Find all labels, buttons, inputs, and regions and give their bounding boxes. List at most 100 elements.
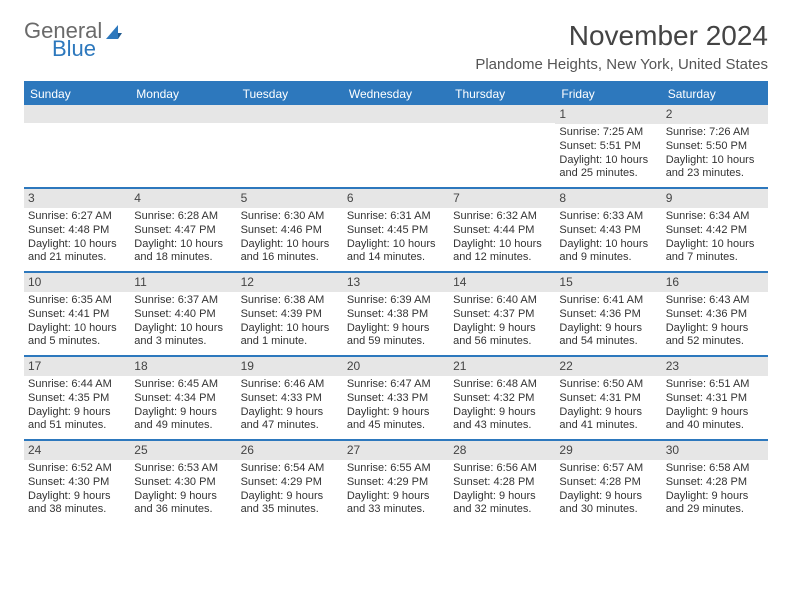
daylight-text: Daylight: 10 hours and 21 minutes.: [28, 238, 126, 266]
sunrise-text: Sunrise: 6:32 AM: [453, 210, 551, 224]
sunrise-text: Sunrise: 6:40 AM: [453, 294, 551, 308]
page-title: November 2024: [475, 20, 768, 52]
date-number: [130, 105, 236, 123]
day-cell-body: Sunrise: 7:25 AMSunset: 5:51 PMDaylight:…: [555, 124, 661, 187]
day-cell-body: Sunrise: 6:37 AMSunset: 4:40 PMDaylight:…: [130, 292, 236, 355]
day-cell: 13Sunrise: 6:39 AMSunset: 4:38 PMDayligh…: [343, 273, 449, 355]
daylight-text: Daylight: 9 hours and 40 minutes.: [666, 406, 764, 434]
day-cell-body: Sunrise: 6:55 AMSunset: 4:29 PMDaylight:…: [343, 460, 449, 523]
day-cell-body: [237, 123, 343, 181]
date-number: 23: [662, 357, 768, 376]
sunrise-text: Sunrise: 6:54 AM: [241, 462, 339, 476]
day-cell-body: Sunrise: 6:58 AMSunset: 4:28 PMDaylight:…: [662, 460, 768, 523]
daylight-text: Daylight: 9 hours and 47 minutes.: [241, 406, 339, 434]
sunrise-text: Sunrise: 6:47 AM: [347, 378, 445, 392]
date-number: 5: [237, 189, 343, 208]
day-header: Sunday: [24, 83, 130, 105]
day-cell-body: Sunrise: 6:39 AMSunset: 4:38 PMDaylight:…: [343, 292, 449, 355]
day-cell-body: Sunrise: 6:34 AMSunset: 4:42 PMDaylight:…: [662, 208, 768, 271]
sunrise-text: Sunrise: 6:34 AM: [666, 210, 764, 224]
daylight-text: Daylight: 9 hours and 45 minutes.: [347, 406, 445, 434]
sunset-text: Sunset: 4:46 PM: [241, 224, 339, 238]
date-number: 11: [130, 273, 236, 292]
date-number: 29: [555, 441, 661, 460]
day-cell-body: Sunrise: 7:26 AMSunset: 5:50 PMDaylight:…: [662, 124, 768, 187]
daylight-text: Daylight: 9 hours and 56 minutes.: [453, 322, 551, 350]
date-number: 20: [343, 357, 449, 376]
sunrise-text: Sunrise: 6:27 AM: [28, 210, 126, 224]
day-cell: 18Sunrise: 6:45 AMSunset: 4:34 PMDayligh…: [130, 357, 236, 439]
sunrise-text: Sunrise: 6:39 AM: [347, 294, 445, 308]
date-number: 2: [662, 105, 768, 124]
day-cell-body: Sunrise: 6:46 AMSunset: 4:33 PMDaylight:…: [237, 376, 343, 439]
sunrise-text: Sunrise: 6:41 AM: [559, 294, 657, 308]
date-number: 28: [449, 441, 555, 460]
day-cell: 23Sunrise: 6:51 AMSunset: 4:31 PMDayligh…: [662, 357, 768, 439]
day-cell: 22Sunrise: 6:50 AMSunset: 4:31 PMDayligh…: [555, 357, 661, 439]
date-number: 6: [343, 189, 449, 208]
day-cell: 8Sunrise: 6:33 AMSunset: 4:43 PMDaylight…: [555, 189, 661, 271]
sunrise-text: Sunrise: 6:33 AM: [559, 210, 657, 224]
daylight-text: Daylight: 9 hours and 52 minutes.: [666, 322, 764, 350]
sunset-text: Sunset: 4:31 PM: [559, 392, 657, 406]
day-cell: 12Sunrise: 6:38 AMSunset: 4:39 PMDayligh…: [237, 273, 343, 355]
day-cell: 24Sunrise: 6:52 AMSunset: 4:30 PMDayligh…: [24, 441, 130, 523]
day-cell-body: Sunrise: 6:44 AMSunset: 4:35 PMDaylight:…: [24, 376, 130, 439]
day-cell: 14Sunrise: 6:40 AMSunset: 4:37 PMDayligh…: [449, 273, 555, 355]
daylight-text: Daylight: 10 hours and 3 minutes.: [134, 322, 232, 350]
day-cell-body: Sunrise: 6:56 AMSunset: 4:28 PMDaylight:…: [449, 460, 555, 523]
daylight-text: Daylight: 9 hours and 29 minutes.: [666, 490, 764, 518]
sunset-text: Sunset: 4:47 PM: [134, 224, 232, 238]
day-cell: 3Sunrise: 6:27 AMSunset: 4:48 PMDaylight…: [24, 189, 130, 271]
sunrise-text: Sunrise: 7:25 AM: [559, 126, 657, 140]
sunrise-text: Sunrise: 7:26 AM: [666, 126, 764, 140]
day-cell-body: [343, 123, 449, 181]
daylight-text: Daylight: 10 hours and 23 minutes.: [666, 154, 764, 182]
daylight-text: Daylight: 10 hours and 1 minute.: [241, 322, 339, 350]
date-number: 15: [555, 273, 661, 292]
daylight-text: Daylight: 9 hours and 59 minutes.: [347, 322, 445, 350]
sunrise-text: Sunrise: 6:46 AM: [241, 378, 339, 392]
day-cell-body: [24, 123, 130, 181]
sunrise-text: Sunrise: 6:53 AM: [134, 462, 232, 476]
sunset-text: Sunset: 4:31 PM: [666, 392, 764, 406]
date-number: 17: [24, 357, 130, 376]
day-cell-body: Sunrise: 6:54 AMSunset: 4:29 PMDaylight:…: [237, 460, 343, 523]
sunset-text: Sunset: 4:32 PM: [453, 392, 551, 406]
day-cell: 15Sunrise: 6:41 AMSunset: 4:36 PMDayligh…: [555, 273, 661, 355]
daylight-text: Daylight: 9 hours and 41 minutes.: [559, 406, 657, 434]
daylight-text: Daylight: 9 hours and 43 minutes.: [453, 406, 551, 434]
week-row: 1Sunrise: 7:25 AMSunset: 5:51 PMDaylight…: [24, 105, 768, 189]
day-cell: 29Sunrise: 6:57 AMSunset: 4:28 PMDayligh…: [555, 441, 661, 523]
sunset-text: Sunset: 4:28 PM: [666, 476, 764, 490]
sunrise-text: Sunrise: 6:43 AM: [666, 294, 764, 308]
date-number: 9: [662, 189, 768, 208]
daylight-text: Daylight: 9 hours and 54 minutes.: [559, 322, 657, 350]
sunset-text: Sunset: 4:43 PM: [559, 224, 657, 238]
day-cell-body: Sunrise: 6:51 AMSunset: 4:31 PMDaylight:…: [662, 376, 768, 439]
daylight-text: Daylight: 9 hours and 38 minutes.: [28, 490, 126, 518]
date-number: 4: [130, 189, 236, 208]
day-cell: 16Sunrise: 6:43 AMSunset: 4:36 PMDayligh…: [662, 273, 768, 355]
week-row: 24Sunrise: 6:52 AMSunset: 4:30 PMDayligh…: [24, 441, 768, 523]
day-cell: 5Sunrise: 6:30 AMSunset: 4:46 PMDaylight…: [237, 189, 343, 271]
day-header: Tuesday: [237, 83, 343, 105]
sunrise-text: Sunrise: 6:38 AM: [241, 294, 339, 308]
day-cell: 25Sunrise: 6:53 AMSunset: 4:30 PMDayligh…: [130, 441, 236, 523]
day-cell: 21Sunrise: 6:48 AMSunset: 4:32 PMDayligh…: [449, 357, 555, 439]
day-header: Monday: [130, 83, 236, 105]
day-cell: 27Sunrise: 6:55 AMSunset: 4:29 PMDayligh…: [343, 441, 449, 523]
sunrise-text: Sunrise: 6:44 AM: [28, 378, 126, 392]
day-cell: 30Sunrise: 6:58 AMSunset: 4:28 PMDayligh…: [662, 441, 768, 523]
day-cell-body: Sunrise: 6:47 AMSunset: 4:33 PMDaylight:…: [343, 376, 449, 439]
date-number: 30: [662, 441, 768, 460]
date-number: 26: [237, 441, 343, 460]
daylight-text: Daylight: 9 hours and 33 minutes.: [347, 490, 445, 518]
date-number: 22: [555, 357, 661, 376]
sunset-text: Sunset: 4:28 PM: [453, 476, 551, 490]
day-cell: 26Sunrise: 6:54 AMSunset: 4:29 PMDayligh…: [237, 441, 343, 523]
daylight-text: Daylight: 10 hours and 25 minutes.: [559, 154, 657, 182]
day-cell: 9Sunrise: 6:34 AMSunset: 4:42 PMDaylight…: [662, 189, 768, 271]
day-cell: [343, 105, 449, 187]
sunset-text: Sunset: 4:40 PM: [134, 308, 232, 322]
